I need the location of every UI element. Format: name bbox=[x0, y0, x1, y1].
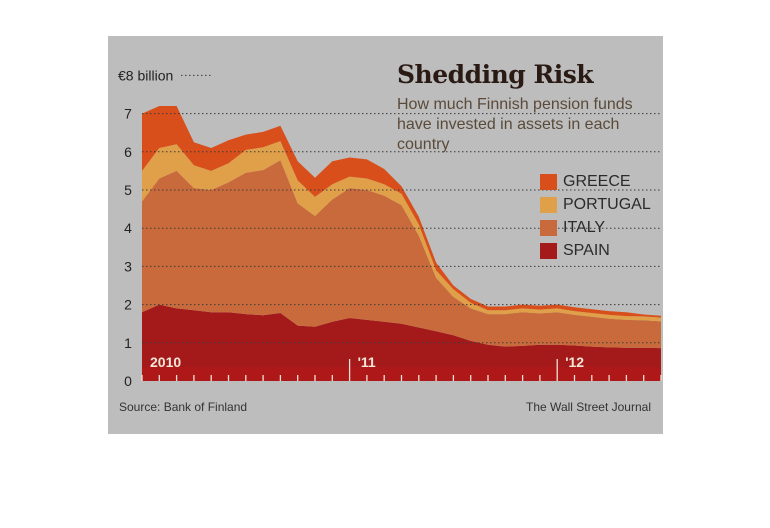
source-note: Source: Bank of Finland bbox=[119, 400, 248, 414]
y-tick-label: 4 bbox=[124, 220, 132, 236]
x-tick-label: '12 bbox=[565, 354, 584, 370]
legend-label-spain: SPAIN bbox=[563, 241, 610, 259]
legend-item-portugal: PORTUGAL bbox=[540, 193, 651, 216]
legend-label-greece: GREECE bbox=[563, 172, 631, 190]
y-tick-label: 0 bbox=[124, 373, 132, 389]
x-tick-label: '11 bbox=[358, 354, 376, 370]
legend-item-spain: SPAIN bbox=[540, 239, 651, 262]
y-tick-label: 6 bbox=[124, 144, 132, 160]
legend-swatch-spain bbox=[540, 242, 557, 259]
stacked-area-chart: 0 1 2 3 4 5 6 7 €8 billion 2010 '11 '12 bbox=[118, 67, 662, 389]
legend-item-greece: GREECE bbox=[540, 170, 651, 193]
area-italy bbox=[142, 160, 661, 349]
chart-panel: 0 1 2 3 4 5 6 7 €8 billion 2010 '11 '12 Shedding Ri… bbox=[108, 36, 663, 434]
legend-item-italy: ITALY bbox=[540, 216, 651, 239]
y-tick-label: 2 bbox=[124, 297, 132, 313]
x-axis-band bbox=[142, 367, 661, 381]
legend-swatch-italy bbox=[540, 219, 557, 236]
publisher-credit: The Wall Street Journal bbox=[526, 400, 651, 414]
legend-swatch-portugal bbox=[540, 196, 557, 213]
legend: GREECE PORTUGAL ITALY SPAIN bbox=[540, 170, 651, 262]
chart-title: Shedding Risk bbox=[397, 60, 594, 89]
y-tick-label: 5 bbox=[124, 182, 132, 198]
y-tick-label: 3 bbox=[124, 258, 132, 274]
chart-subtitle: How much Finnish pension funds have inve… bbox=[397, 96, 633, 153]
x-tick-label: 2010 bbox=[150, 354, 181, 370]
legend-swatch-greece bbox=[540, 173, 557, 190]
legend-label-italy: ITALY bbox=[563, 218, 606, 236]
y-tick-label: 7 bbox=[124, 106, 132, 122]
legend-label-portugal: PORTUGAL bbox=[563, 195, 651, 213]
y-tick-label: 1 bbox=[124, 335, 132, 351]
area-spain bbox=[142, 304, 661, 381]
y-unit-label: €8 billion bbox=[118, 67, 173, 83]
